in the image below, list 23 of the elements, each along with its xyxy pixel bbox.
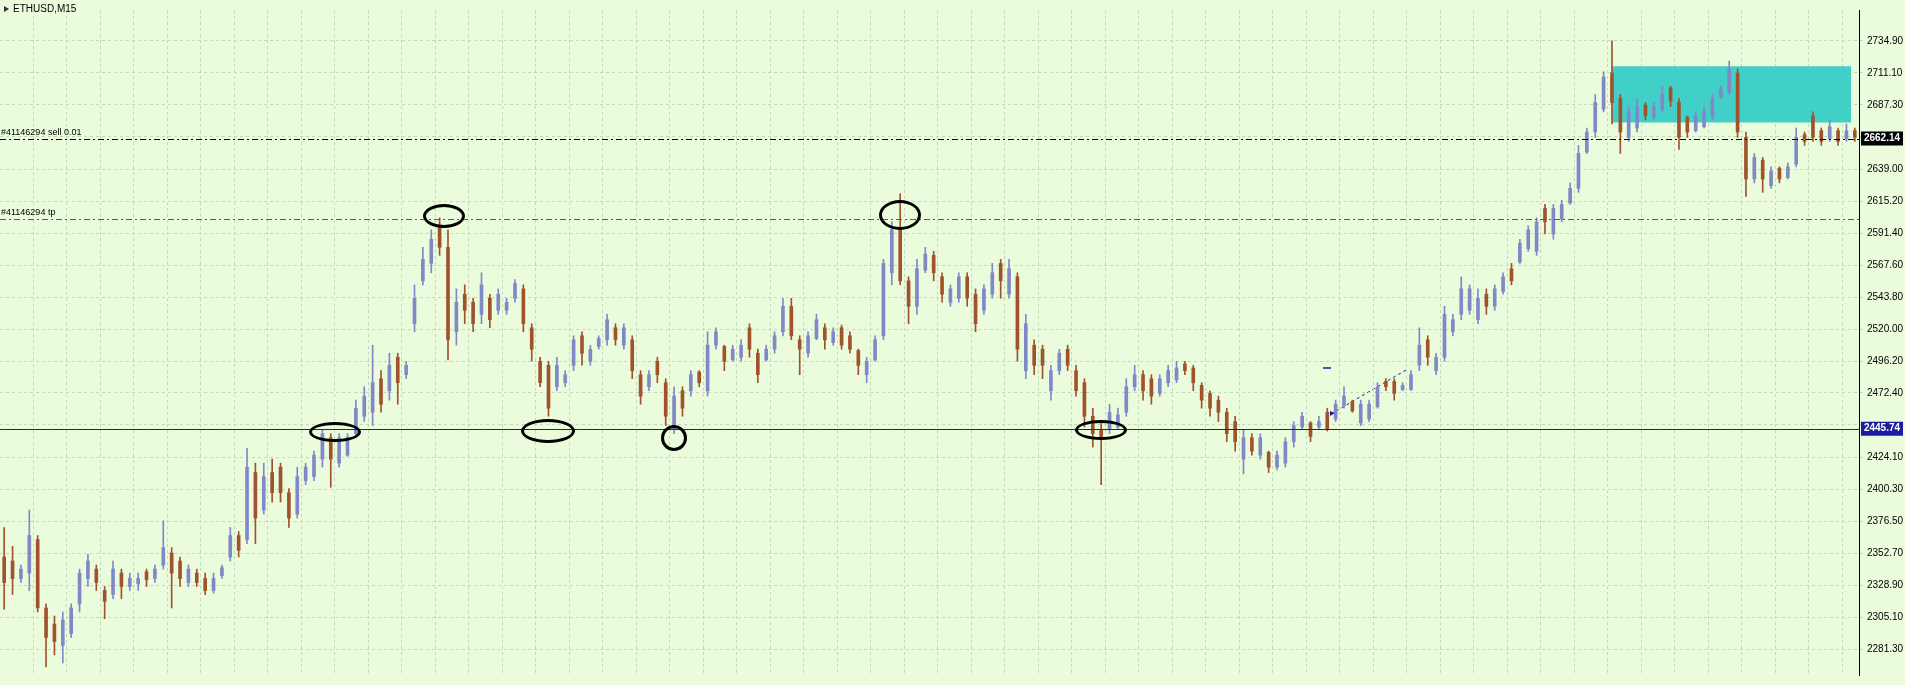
- ref-line-label: #41146294 sell 0.01: [1, 127, 82, 138]
- y-tick-label: 2543.80: [1867, 290, 1904, 302]
- y-tick-label: 2424.10: [1867, 451, 1904, 463]
- chart-title: ETHUSD,M15: [13, 3, 77, 14]
- y-tick-label: 2352.70: [1867, 547, 1904, 559]
- y-tick-label: 2520.00: [1867, 322, 1904, 334]
- y-tick-label: 2615.20: [1867, 195, 1904, 207]
- y-tick-label: 2496.20: [1867, 354, 1904, 366]
- y-tick-label: 2472.40: [1867, 386, 1904, 398]
- annotation: 2445.74: [1863, 422, 1901, 434]
- y-tick-label: 2591.40: [1867, 227, 1904, 239]
- y-tick-label: 2687.30: [1867, 98, 1904, 110]
- y-tick-label: 2376.50: [1867, 515, 1904, 527]
- annotation: 2662.14: [1863, 132, 1901, 144]
- y-tick-label: 2305.10: [1867, 610, 1904, 622]
- y-tick-label: 2711.10: [1867, 66, 1903, 78]
- y-tick-label: 2328.90: [1867, 579, 1904, 591]
- y-tick-label: 2400.30: [1867, 483, 1904, 495]
- ref-line-label: #41146294 tp: [1, 207, 56, 218]
- y-tick-label: 2639.00: [1867, 163, 1904, 175]
- y-tick-label: 2281.30: [1867, 642, 1904, 654]
- y-tick-label: 2567.60: [1867, 259, 1904, 271]
- y-tick-label: 2734.90: [1867, 34, 1904, 46]
